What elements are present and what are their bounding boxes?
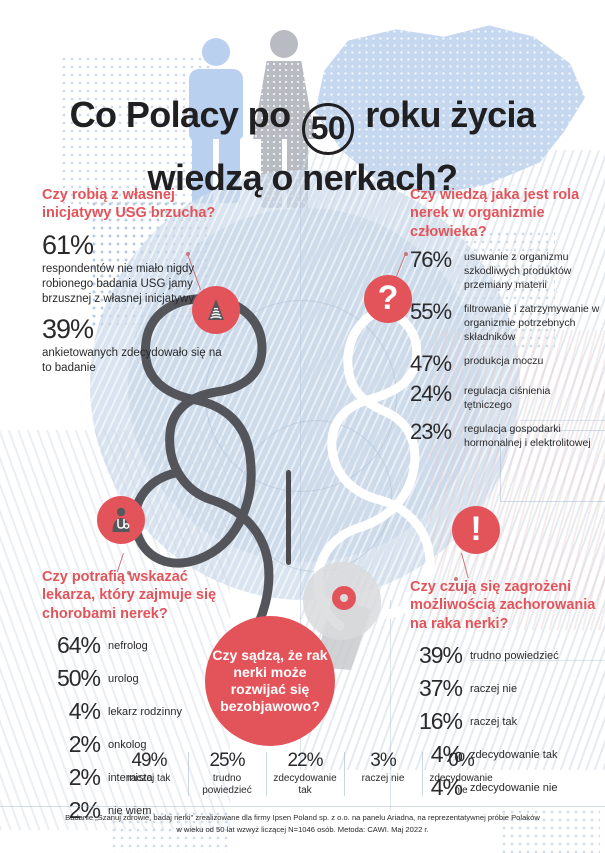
stat-label: urolog xyxy=(108,672,139,685)
center-question-text: Czy sądzą, że rak nerki może rozwijać si… xyxy=(212,646,328,715)
bottom-stat-item: 22% zdecydowanie tak xyxy=(266,750,344,797)
stat-row: 50% urolog xyxy=(42,663,237,694)
stat-label: internista xyxy=(108,771,153,784)
stat-value: 24% xyxy=(410,381,452,407)
stat-value: 0% xyxy=(448,750,474,771)
stat-value: 39% xyxy=(418,642,463,669)
stat-label: raczej tak xyxy=(127,772,171,784)
stat-label: raczej nie xyxy=(361,772,405,784)
panel-risk-question: Czy czują się zagrożeni możliwością zach… xyxy=(410,579,596,632)
stat-value: 61% xyxy=(42,229,94,260)
stat-row: 24% regulacja ciśnienia tętniczego xyxy=(410,382,600,413)
footer-methodology: Badanie „Szanuj zdrowie, badaj nerki" zr… xyxy=(0,812,605,836)
stat-value: 25% xyxy=(209,750,245,771)
stat-row: 4% lekarz rodzinny xyxy=(42,696,237,727)
stat-row: 55% filtrowanie i zatrzymywanie w organi… xyxy=(410,300,600,345)
stat-label: onkolog xyxy=(108,738,147,751)
stat-value: 37% xyxy=(418,675,463,702)
stat-value: 4% xyxy=(68,698,101,725)
title-line1-part1: Co Polacy po xyxy=(69,94,300,136)
stat-value: 55% xyxy=(410,299,452,325)
stat-label: filtrowanie i zatrzymywanie w organizmie… xyxy=(464,303,600,343)
footer-line-1: Badanie „Szanuj zdrowie, badaj nerki" zr… xyxy=(65,813,540,822)
stat-label: nefrolog xyxy=(108,639,148,652)
panel-doctor-question: Czy potrafią wskazać lekarza, który zajm… xyxy=(42,569,217,622)
stethoscope-diaphragm xyxy=(332,586,356,610)
stat-row: 47% produkcja moczu xyxy=(410,352,600,375)
stat-row: 37% raczej nie xyxy=(410,673,605,704)
stat-value: 39% xyxy=(42,313,94,344)
stat-value: 64% xyxy=(56,632,101,659)
stat-description: ankietowanych zdecydowało się na to bada… xyxy=(42,346,222,374)
question-mark-glyph: ? xyxy=(377,279,399,317)
title-line1-part2: roku życia xyxy=(355,94,536,136)
panel-usg-question: Czy robią z własnej inicjatywy USG brzuc… xyxy=(42,187,216,222)
question-mark-icon[interactable]: ? xyxy=(364,275,412,323)
stat-label: trudno powiedzieć xyxy=(202,772,252,796)
stethoscope-tube xyxy=(286,470,291,565)
stat-label: zdecydowanie tak xyxy=(273,772,337,796)
panel-role-question: Czy wiedzą jaka jest rola nerek w organi… xyxy=(410,187,580,240)
stat-row: 39% trudno powiedzieć xyxy=(410,640,605,671)
stat-label: regulacja gospodarki hormonalnej i elekt… xyxy=(464,422,591,449)
stat-label: zdecydowanie nie xyxy=(429,772,493,796)
stat-row: 16% raczej tak xyxy=(410,706,605,737)
stat-row: 2% internista xyxy=(42,762,237,793)
stat-value: 47% xyxy=(410,350,452,376)
stat-value: 2% xyxy=(68,797,101,824)
stat-value: 3% xyxy=(370,750,396,771)
exclamation-mark-glyph: ! xyxy=(470,509,482,548)
bottom-stat-item: 49% raczej tak xyxy=(110,750,188,785)
bottom-stat-item: 25% trudno powiedzieć xyxy=(188,750,266,797)
stat-value: 2% xyxy=(68,731,101,758)
stat-label: produkcja moczu xyxy=(464,354,544,367)
stat-value: 4% xyxy=(430,774,463,801)
panel-kidney-role: Czy wiedzą jaka jest rola nerek w organi… xyxy=(410,186,600,458)
stat-row: 64% nefrolog xyxy=(42,630,237,661)
stat-value: 16% xyxy=(418,708,463,735)
stat-label: regulacja ciśnienia tętniczego xyxy=(464,385,551,411)
bottom-stat-item: 0% zdecydowanie nie xyxy=(422,750,500,797)
stat-value: 49% xyxy=(131,750,167,771)
stat-value: 2% xyxy=(68,764,101,791)
age-badge-50: 50 xyxy=(301,102,354,155)
center-question-circle: Czy sądzą, że rak nerki może rozwijać si… xyxy=(205,616,335,746)
stat-value: 23% xyxy=(410,418,452,444)
doctor-stethoscope-icon[interactable] xyxy=(97,496,145,544)
panel-usg: Czy robią z własnej inicjatywy USG brzuc… xyxy=(42,186,227,376)
stat-label: raczej tak xyxy=(470,715,518,728)
stat-value: 22% xyxy=(287,750,323,771)
stat-row: 4% zdecydowanie nie xyxy=(410,772,605,803)
stat-label: lekarz rodzinny xyxy=(108,705,182,718)
stat-row: 2% onkolog xyxy=(42,729,237,760)
stat-value: 50% xyxy=(56,665,101,692)
page-title: Co Polacy po 50 roku życia wiedzą o nerk… xyxy=(0,92,605,201)
bottom-stat-item: 3% raczej nie xyxy=(344,750,422,796)
footer-divider xyxy=(0,806,605,807)
exclamation-mark-icon[interactable]: ! xyxy=(452,506,500,554)
stat-value: 76% xyxy=(410,247,452,273)
stat-label: raczej nie xyxy=(470,682,518,695)
ultrasound-probe-icon[interactable] xyxy=(192,286,240,334)
stat-row: 23% regulacja gospodarki hormonalnej i e… xyxy=(410,420,600,451)
stat-row: 76% usuwanie z organizmu szkodliwych pro… xyxy=(410,248,600,293)
stat-label: usuwanie z organizmu szkodliwych produkt… xyxy=(464,251,572,292)
stat-label: zdecydowanie nie xyxy=(470,781,558,794)
stat-label: trudno powiedzieć xyxy=(470,649,559,662)
bottom-stats-row: 49% raczej tak 25% trudno powiedzieć 22%… xyxy=(110,750,500,802)
footer-line-2: w wieku od 50 lat wzwyż liczącej N=1046 … xyxy=(176,824,429,834)
leader-line-risk xyxy=(454,552,500,581)
